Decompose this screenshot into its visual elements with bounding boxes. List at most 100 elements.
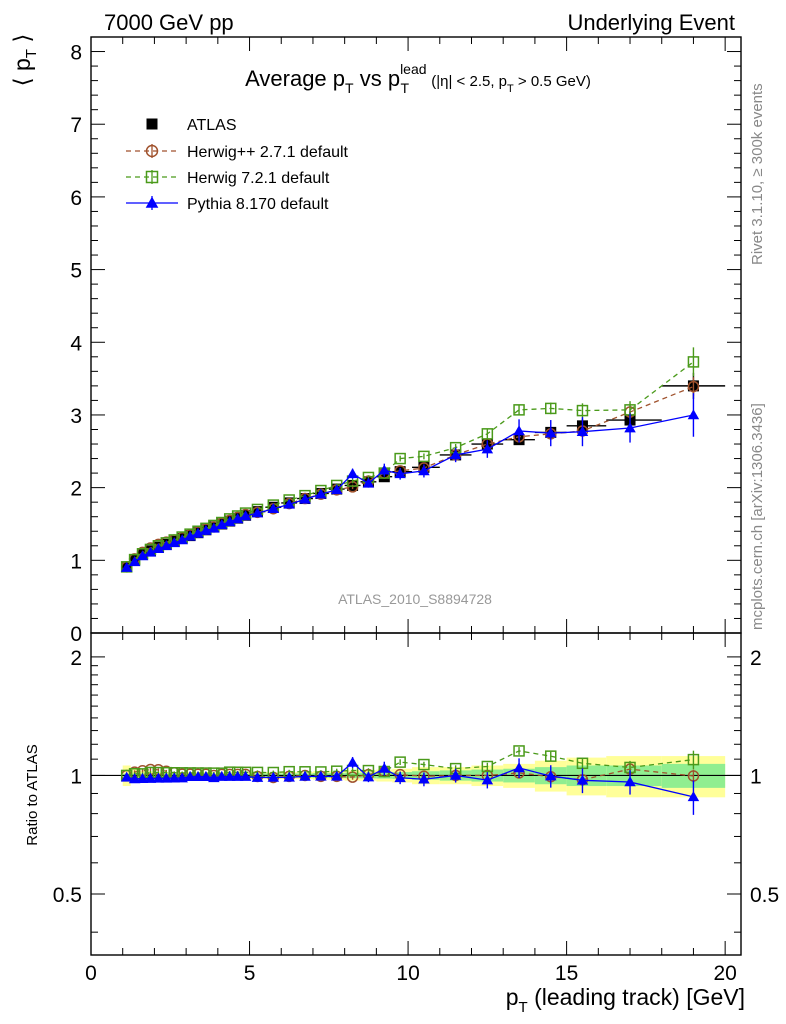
ratio-point bbox=[152, 772, 165, 783]
y-tick-label: 1 bbox=[70, 550, 82, 573]
ratio-point bbox=[346, 756, 359, 767]
data-point bbox=[418, 450, 430, 463]
data-point bbox=[545, 427, 557, 438]
ratio-point bbox=[136, 772, 149, 783]
data-point bbox=[449, 449, 462, 460]
legend-marker bbox=[145, 196, 159, 208]
data-point bbox=[192, 527, 204, 538]
legend: ATLAS Herwig++ 2.7.1 default Herwig 7.2.1 … bbox=[126, 117, 349, 213]
legend-entry-pythia-8-170-default: Pythia 8.170 default bbox=[126, 196, 329, 213]
data-point bbox=[687, 409, 700, 420]
ratio-tick-label-right: 0.5 bbox=[750, 884, 779, 907]
ratio-point bbox=[200, 770, 212, 781]
legend-label: Pythia 8.170 default bbox=[187, 196, 329, 213]
analysis-watermark: ATLAS_2010_S8894728 bbox=[338, 591, 492, 607]
data-point bbox=[576, 425, 589, 436]
ratio-point bbox=[624, 776, 636, 787]
ratio-point bbox=[128, 773, 141, 784]
ratio-point bbox=[687, 753, 700, 766]
x-tick-label: 20 bbox=[713, 962, 736, 985]
ratio-point bbox=[576, 774, 589, 785]
data-point bbox=[283, 498, 295, 509]
data-point bbox=[362, 477, 375, 488]
ratio-point bbox=[545, 750, 557, 762]
data-point bbox=[299, 493, 311, 504]
data-point bbox=[330, 484, 343, 495]
legend-entry-atlas: ATLAS bbox=[146, 117, 237, 134]
legend-label: Herwig 7.2.1 default bbox=[187, 170, 330, 187]
ratio-point bbox=[251, 771, 264, 782]
ratio-point bbox=[330, 770, 343, 781]
ratio-point bbox=[481, 774, 494, 785]
ratio-tick-label: 1 bbox=[70, 765, 82, 788]
y-axis-label: ⟨ pT ⟩ bbox=[9, 34, 40, 87]
ratio-point bbox=[576, 757, 589, 770]
y-tick-label: 3 bbox=[70, 405, 82, 428]
mcplots-label: mcplots.cern.ch [arXiv:1306.3436] bbox=[749, 403, 766, 630]
data-point bbox=[184, 530, 196, 541]
data-point bbox=[481, 428, 494, 440]
y-tick-label: 5 bbox=[70, 260, 82, 283]
y-tick-label: 0 bbox=[70, 623, 82, 646]
data-point bbox=[231, 513, 244, 524]
legend-entry-herwig-2-7-1-default: Herwig++ 2.7.1 default bbox=[126, 144, 349, 161]
ratio-point bbox=[394, 756, 406, 768]
svg-text:Rivet 3.1.10, ≥ 300k events: Rivet 3.1.10, ≥ 300k events bbox=[749, 83, 766, 265]
ratio-point bbox=[418, 773, 430, 784]
header-right: Underlying Event bbox=[567, 10, 735, 35]
rivet-label: Rivet 3.1.10, ≥ 300k events bbox=[749, 83, 766, 265]
data-point bbox=[687, 356, 700, 368]
data-point bbox=[687, 380, 700, 393]
header-left: 7000 GeV pp bbox=[104, 10, 234, 35]
series-pythia-8-170-default bbox=[120, 393, 700, 572]
ratio-point bbox=[394, 772, 406, 783]
legend-marker bbox=[145, 144, 159, 158]
ratio-point bbox=[184, 770, 196, 782]
y-tick-label: 2 bbox=[70, 478, 82, 501]
ratio-panel-frame bbox=[90, 632, 742, 956]
ratio-point bbox=[267, 771, 280, 782]
ratio-point bbox=[168, 772, 180, 783]
data-point bbox=[481, 443, 494, 454]
ratio-series-pythia-8-170-default bbox=[120, 756, 700, 815]
data-point bbox=[120, 561, 133, 572]
ratio-point bbox=[545, 770, 557, 781]
plot-title: Average pT vs plead T (|η| < 2.5, pT > 0.… bbox=[245, 61, 591, 96]
ratio-point bbox=[144, 772, 157, 783]
data-point bbox=[418, 465, 430, 476]
legend-label: Herwig++ 2.7.1 default bbox=[187, 144, 349, 161]
y-tick-label: 6 bbox=[70, 187, 82, 210]
data-point bbox=[152, 542, 165, 554]
ratio-point bbox=[418, 758, 430, 771]
svg-text:Ratio to ATLAS: Ratio to ATLAS bbox=[24, 744, 41, 845]
ratio-tick-label: 2 bbox=[70, 647, 82, 670]
ratio-point bbox=[283, 771, 295, 782]
axis-ticks: 0 5 10 15 20 0 1 2 3 4 5 6 7 8 0.5 0.5 1 1 2 2 bbox=[53, 37, 779, 985]
legend-marker bbox=[146, 118, 158, 130]
ratio-point bbox=[513, 762, 525, 773]
series-herwig-2-7-1-default bbox=[120, 377, 700, 573]
ratio-tick-label-right: 1 bbox=[750, 765, 762, 788]
ratio-point bbox=[192, 770, 204, 782]
data-point bbox=[216, 518, 228, 530]
data-point bbox=[513, 425, 525, 436]
data-point bbox=[378, 464, 391, 475]
svg-text:⟨ pT ⟩: ⟨ pT ⟩ bbox=[9, 34, 40, 87]
ratio-y-axis-label: Ratio to ATLAS bbox=[24, 744, 41, 845]
data-point bbox=[168, 537, 180, 548]
data-point bbox=[176, 534, 188, 545]
ratio-point bbox=[362, 771, 375, 782]
data-point bbox=[513, 404, 525, 416]
ratio-point bbox=[299, 770, 311, 781]
x-tick-label: 0 bbox=[85, 962, 97, 985]
ratio-tick-label-right: 2 bbox=[750, 647, 762, 670]
ratio-point bbox=[223, 770, 236, 781]
ratio-point bbox=[481, 760, 494, 773]
ratio-tick-label: 0.5 bbox=[53, 884, 82, 907]
series-line bbox=[126, 386, 694, 568]
ratio-point bbox=[315, 770, 327, 781]
ratio-point bbox=[120, 771, 133, 782]
ratio-point bbox=[231, 770, 244, 781]
ratio-series-group bbox=[120, 745, 700, 815]
data-point bbox=[346, 468, 359, 479]
